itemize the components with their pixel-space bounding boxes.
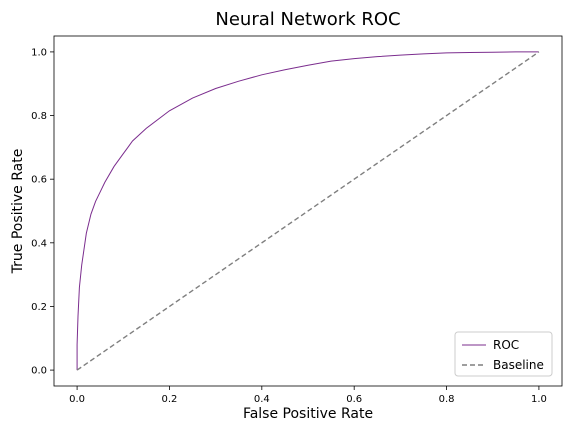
series-line-baseline (77, 52, 539, 370)
legend: ROC Baseline (455, 332, 552, 376)
y-tick-label: 0.6 (31, 175, 47, 186)
y-tick-label: 0.8 (31, 111, 47, 122)
x-tick-label: 1.0 (531, 394, 547, 405)
series-lines (77, 52, 539, 370)
x-axis-ticks: 0.0 0.2 0.4 0.6 0.8 1.0 (69, 386, 547, 405)
x-tick-label: 0.4 (254, 394, 270, 405)
y-tick-label: 1.0 (31, 47, 47, 58)
x-tick-label: 0.2 (162, 394, 178, 405)
legend-label-baseline: Baseline (493, 358, 544, 372)
y-tick-label: 0.4 (31, 238, 47, 249)
y-axis-label: True Positive Rate (10, 149, 26, 275)
y-tick-label: 0.2 (31, 302, 47, 313)
x-tick-label: 0.0 (69, 394, 85, 405)
x-tick-label: 0.8 (439, 394, 455, 405)
x-tick-label: 0.6 (346, 394, 362, 405)
chart-title: Neural Network ROC (215, 9, 400, 30)
x-axis-label: False Positive Rate (243, 406, 373, 422)
y-tick-label: 0.0 (31, 366, 47, 377)
legend-label-roc: ROC (493, 338, 519, 352)
y-axis-ticks: 0.0 0.2 0.4 0.6 0.8 1.0 (31, 47, 54, 376)
